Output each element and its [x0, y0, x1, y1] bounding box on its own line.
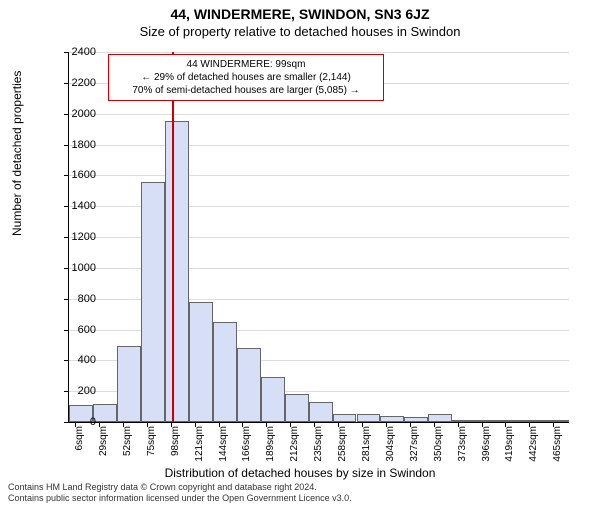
histogram-bar: [165, 121, 189, 422]
property-marker-line: [172, 52, 174, 422]
grid-line: [69, 114, 569, 115]
x-tick-label: 465sqm: [552, 426, 563, 466]
y-tick-label: 600: [66, 324, 96, 336]
x-tick-label: 166sqm: [241, 426, 252, 466]
footer-attribution: Contains HM Land Registry data © Crown c…: [8, 482, 352, 504]
x-tick-label: 144sqm: [218, 426, 229, 466]
x-tick-label: 419sqm: [504, 426, 515, 466]
annotation-line3: 70% of semi-detached houses are larger (…: [115, 84, 377, 97]
y-tick-label: 800: [66, 293, 96, 305]
x-tick-label: 281sqm: [361, 426, 372, 466]
grid-line: [69, 175, 569, 176]
x-tick-label: 29sqm: [98, 426, 109, 466]
x-tick-label: 75sqm: [146, 426, 157, 466]
histogram-bar: [548, 420, 569, 422]
annotation-line2: ← 29% of detached houses are smaller (2,…: [115, 71, 377, 84]
x-tick-label: 327sqm: [409, 426, 420, 466]
histogram-bar: [213, 322, 237, 422]
histogram-plot: [68, 52, 569, 423]
y-tick-label: 2400: [66, 46, 96, 58]
y-tick-label: 200: [66, 385, 96, 397]
histogram-bar: [380, 416, 404, 422]
x-tick-label: 6sqm: [74, 426, 85, 466]
histogram-bar: [309, 402, 333, 422]
x-tick-label: 212sqm: [289, 426, 300, 466]
histogram-bar: [524, 420, 548, 422]
histogram-bar: [500, 420, 524, 422]
page-subtitle: Size of property relative to detached ho…: [0, 24, 600, 39]
footer-line1: Contains HM Land Registry data © Crown c…: [8, 482, 352, 493]
x-tick-label: 396sqm: [481, 426, 492, 466]
x-tick-label: 235sqm: [313, 426, 324, 466]
annotation-line1: 44 WINDERMERE: 99sqm: [115, 58, 377, 71]
y-tick-label: 400: [66, 354, 96, 366]
page-title: 44, WINDERMERE, SWINDON, SN3 6JZ: [0, 6, 600, 22]
grid-line: [69, 145, 569, 146]
histogram-bar: [261, 377, 285, 422]
x-tick-label: 52sqm: [122, 426, 133, 466]
x-tick-label: 373sqm: [457, 426, 468, 466]
histogram-bar: [404, 417, 428, 422]
y-tick-label: 1400: [66, 200, 96, 212]
y-axis-label: Number of detached properties: [10, 71, 24, 236]
histogram-bar: [93, 404, 117, 423]
histogram-bar: [476, 420, 500, 422]
x-tick-label: 189sqm: [265, 426, 276, 466]
histogram-bar: [237, 348, 261, 422]
histogram-bar: [333, 414, 357, 422]
x-tick-label: 350sqm: [433, 426, 444, 466]
histogram-bar: [428, 414, 452, 422]
x-tick-label: 98sqm: [170, 426, 181, 466]
y-tick-label: 2200: [66, 77, 96, 89]
histogram-bar: [285, 394, 309, 422]
histogram-bar: [357, 414, 381, 422]
y-tick-label: 2000: [66, 108, 96, 120]
histogram-bar: [189, 302, 213, 422]
grid-line: [69, 52, 569, 53]
x-tick-label: 121sqm: [194, 426, 205, 466]
x-tick-label: 442sqm: [528, 426, 539, 466]
x-tick-label: 304sqm: [385, 426, 396, 466]
footer-line2: Contains public sector information licen…: [8, 493, 352, 504]
y-tick-label: 1800: [66, 139, 96, 151]
x-tick-label: 258sqm: [337, 426, 348, 466]
histogram-bar: [117, 346, 141, 422]
y-tick-label: 1200: [66, 231, 96, 243]
y-tick-label: 1600: [66, 169, 96, 181]
y-tick-label: 1000: [66, 262, 96, 274]
annotation-box: 44 WINDERMERE: 99sqm ← 29% of detached h…: [108, 54, 384, 101]
x-axis-label: Distribution of detached houses by size …: [0, 466, 600, 480]
histogram-bar: [141, 182, 165, 423]
histogram-bar: [452, 420, 476, 422]
